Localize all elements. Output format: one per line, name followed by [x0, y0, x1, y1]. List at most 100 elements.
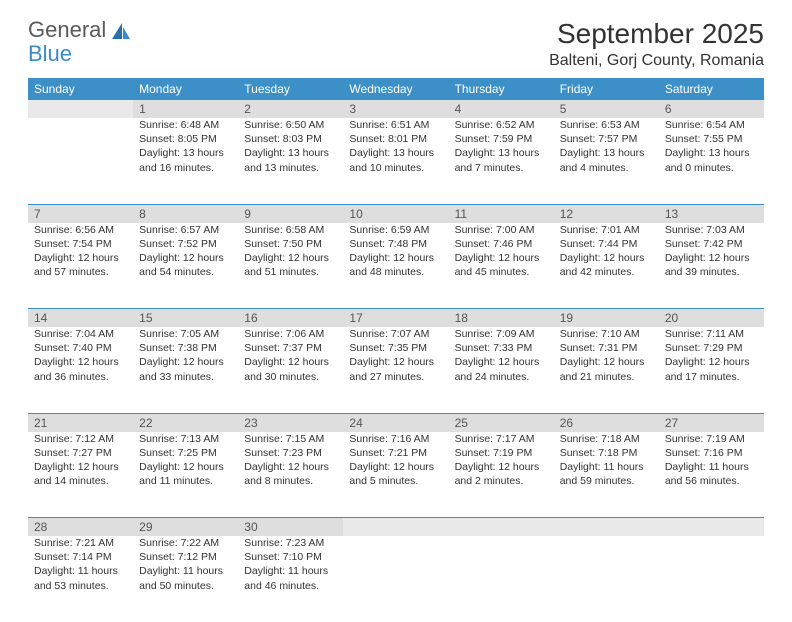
day-data-cell: Sunrise: 7:16 AMSunset: 7:21 PMDaylight:…: [343, 432, 448, 518]
day-data-cell: [28, 118, 133, 204]
day-data: Sunrise: 7:15 AMSunset: 7:23 PMDaylight:…: [244, 432, 337, 489]
logo-word-blue: Blue: [28, 42, 106, 66]
day-data-cell: Sunrise: 7:23 AMSunset: 7:10 PMDaylight:…: [238, 536, 343, 622]
day-number-cell: 28: [28, 518, 133, 537]
day-data-cell: Sunrise: 7:22 AMSunset: 7:12 PMDaylight:…: [133, 536, 238, 622]
day-number-cell: 30: [238, 518, 343, 537]
calendar-data-row: Sunrise: 6:48 AMSunset: 8:05 PMDaylight:…: [28, 118, 764, 204]
day-number-cell: 13: [659, 204, 764, 223]
day-data: Sunrise: 7:22 AMSunset: 7:12 PMDaylight:…: [139, 536, 232, 593]
day-number-cell: [28, 100, 133, 118]
day-data-cell: Sunrise: 7:06 AMSunset: 7:37 PMDaylight:…: [238, 327, 343, 413]
day-data: Sunrise: 7:18 AMSunset: 7:18 PMDaylight:…: [560, 432, 653, 489]
day-data: Sunrise: 7:07 AMSunset: 7:35 PMDaylight:…: [349, 327, 442, 384]
day-data: Sunrise: 7:00 AMSunset: 7:46 PMDaylight:…: [455, 223, 548, 280]
day-number-cell: 9: [238, 204, 343, 223]
day-data-cell: Sunrise: 7:21 AMSunset: 7:14 PMDaylight:…: [28, 536, 133, 622]
calendar-daynum-row: 21222324252627: [28, 413, 764, 432]
day-data-cell: Sunrise: 6:50 AMSunset: 8:03 PMDaylight:…: [238, 118, 343, 204]
day-number-cell: 5: [554, 100, 659, 118]
day-data-cell: Sunrise: 7:07 AMSunset: 7:35 PMDaylight:…: [343, 327, 448, 413]
day-number-cell: [554, 518, 659, 537]
day-data: Sunrise: 6:53 AMSunset: 7:57 PMDaylight:…: [560, 118, 653, 175]
day-number-cell: 27: [659, 413, 764, 432]
day-number-cell: 7: [28, 204, 133, 223]
day-data: Sunrise: 6:58 AMSunset: 7:50 PMDaylight:…: [244, 223, 337, 280]
day-data-cell: Sunrise: 7:01 AMSunset: 7:44 PMDaylight:…: [554, 223, 659, 309]
day-number-cell: 12: [554, 204, 659, 223]
day-data-cell: Sunrise: 6:52 AMSunset: 7:59 PMDaylight:…: [449, 118, 554, 204]
day-data: Sunrise: 7:11 AMSunset: 7:29 PMDaylight:…: [665, 327, 758, 384]
day-data: Sunrise: 7:06 AMSunset: 7:37 PMDaylight:…: [244, 327, 337, 384]
day-number-cell: 16: [238, 309, 343, 328]
title-block: September 2025 Balteni, Gorj County, Rom…: [549, 18, 764, 70]
day-data: Sunrise: 7:17 AMSunset: 7:19 PMDaylight:…: [455, 432, 548, 489]
calendar-daynum-row: 78910111213: [28, 204, 764, 223]
day-number-cell: 6: [659, 100, 764, 118]
sail-icon: [110, 21, 132, 46]
day-data-cell: Sunrise: 7:15 AMSunset: 7:23 PMDaylight:…: [238, 432, 343, 518]
calendar-data-row: Sunrise: 6:56 AMSunset: 7:54 PMDaylight:…: [28, 223, 764, 309]
weekday-header: Saturday: [659, 78, 764, 100]
day-data-cell: Sunrise: 7:03 AMSunset: 7:42 PMDaylight:…: [659, 223, 764, 309]
day-data: Sunrise: 6:50 AMSunset: 8:03 PMDaylight:…: [244, 118, 337, 175]
day-number-cell: 29: [133, 518, 238, 537]
day-data-cell: [554, 536, 659, 622]
day-data-cell: Sunrise: 7:04 AMSunset: 7:40 PMDaylight:…: [28, 327, 133, 413]
day-number-cell: 3: [343, 100, 448, 118]
day-data: Sunrise: 6:52 AMSunset: 7:59 PMDaylight:…: [455, 118, 548, 175]
calendar-table: SundayMondayTuesdayWednesdayThursdayFrid…: [28, 78, 764, 622]
day-number-cell: [659, 518, 764, 537]
day-number-cell: 1: [133, 100, 238, 118]
day-data-cell: Sunrise: 7:18 AMSunset: 7:18 PMDaylight:…: [554, 432, 659, 518]
day-data-cell: Sunrise: 7:00 AMSunset: 7:46 PMDaylight:…: [449, 223, 554, 309]
day-data: Sunrise: 6:51 AMSunset: 8:01 PMDaylight:…: [349, 118, 442, 175]
day-number-cell: 23: [238, 413, 343, 432]
day-data: Sunrise: 7:23 AMSunset: 7:10 PMDaylight:…: [244, 536, 337, 593]
day-data-cell: Sunrise: 6:51 AMSunset: 8:01 PMDaylight:…: [343, 118, 448, 204]
day-number-cell: 17: [343, 309, 448, 328]
weekday-header: Sunday: [28, 78, 133, 100]
day-data-cell: Sunrise: 6:48 AMSunset: 8:05 PMDaylight:…: [133, 118, 238, 204]
calendar-daynum-row: 282930: [28, 518, 764, 537]
day-data-cell: Sunrise: 7:05 AMSunset: 7:38 PMDaylight:…: [133, 327, 238, 413]
day-number-cell: 21: [28, 413, 133, 432]
day-data-cell: Sunrise: 6:54 AMSunset: 7:55 PMDaylight:…: [659, 118, 764, 204]
day-data-cell: [449, 536, 554, 622]
day-data: Sunrise: 7:10 AMSunset: 7:31 PMDaylight:…: [560, 327, 653, 384]
day-data-cell: [659, 536, 764, 622]
day-data-cell: Sunrise: 6:53 AMSunset: 7:57 PMDaylight:…: [554, 118, 659, 204]
weekday-header: Tuesday: [238, 78, 343, 100]
day-data: Sunrise: 7:12 AMSunset: 7:27 PMDaylight:…: [34, 432, 127, 489]
day-number-cell: 8: [133, 204, 238, 223]
logo: General Blue: [28, 18, 132, 66]
day-number-cell: [343, 518, 448, 537]
day-data: Sunrise: 7:05 AMSunset: 7:38 PMDaylight:…: [139, 327, 232, 384]
day-data: Sunrise: 7:19 AMSunset: 7:16 PMDaylight:…: [665, 432, 758, 489]
page: General Blue September 2025 Balteni, Gor…: [0, 0, 792, 622]
day-data-cell: Sunrise: 7:11 AMSunset: 7:29 PMDaylight:…: [659, 327, 764, 413]
calendar-daynum-row: 123456: [28, 100, 764, 118]
day-data-cell: Sunrise: 7:09 AMSunset: 7:33 PMDaylight:…: [449, 327, 554, 413]
day-data: Sunrise: 7:16 AMSunset: 7:21 PMDaylight:…: [349, 432, 442, 489]
day-number-cell: 4: [449, 100, 554, 118]
day-data: Sunrise: 6:57 AMSunset: 7:52 PMDaylight:…: [139, 223, 232, 280]
day-data-cell: Sunrise: 7:12 AMSunset: 7:27 PMDaylight:…: [28, 432, 133, 518]
location-label: Balteni, Gorj County, Romania: [549, 52, 764, 70]
day-number-cell: 11: [449, 204, 554, 223]
day-data: Sunrise: 7:03 AMSunset: 7:42 PMDaylight:…: [665, 223, 758, 280]
day-data: Sunrise: 6:54 AMSunset: 7:55 PMDaylight:…: [665, 118, 758, 175]
day-data-cell: Sunrise: 7:10 AMSunset: 7:31 PMDaylight:…: [554, 327, 659, 413]
day-data: Sunrise: 7:01 AMSunset: 7:44 PMDaylight:…: [560, 223, 653, 280]
day-number-cell: 25: [449, 413, 554, 432]
day-data-cell: Sunrise: 7:17 AMSunset: 7:19 PMDaylight:…: [449, 432, 554, 518]
day-number-cell: 14: [28, 309, 133, 328]
day-data-cell: Sunrise: 6:57 AMSunset: 7:52 PMDaylight:…: [133, 223, 238, 309]
day-data: Sunrise: 7:04 AMSunset: 7:40 PMDaylight:…: [34, 327, 127, 384]
day-number-cell: 2: [238, 100, 343, 118]
calendar-header-row: SundayMondayTuesdayWednesdayThursdayFrid…: [28, 78, 764, 100]
day-data-cell: Sunrise: 6:56 AMSunset: 7:54 PMDaylight:…: [28, 223, 133, 309]
day-number-cell: 20: [659, 309, 764, 328]
day-number-cell: 10: [343, 204, 448, 223]
day-data-cell: Sunrise: 6:59 AMSunset: 7:48 PMDaylight:…: [343, 223, 448, 309]
